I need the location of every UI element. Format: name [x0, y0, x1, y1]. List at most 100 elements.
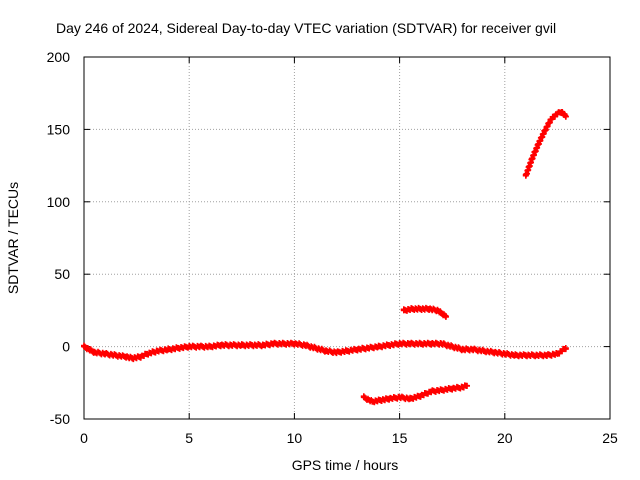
y-tick-label-1: 0	[62, 339, 70, 355]
data-point-0-45	[543, 352, 550, 359]
x-tick-label-1: 5	[185, 430, 193, 446]
y-tick-label-3: 100	[47, 194, 71, 210]
grid-lines	[84, 57, 610, 419]
series-markers-1	[400, 304, 449, 320]
x-tick-label-4: 20	[497, 430, 513, 446]
axes: 0 5 10 15 20 25 -50 0 50 100 150 200	[47, 49, 618, 446]
data-point-2-3	[386, 395, 393, 402]
data-point-0-42	[512, 352, 519, 359]
data-point-3-3	[541, 127, 548, 134]
data-point-1-2	[417, 305, 424, 312]
data-point-0-9	[165, 346, 172, 353]
data-point-0-40	[491, 349, 498, 356]
series-segment-lower	[360, 382, 470, 406]
data-point-2-5	[407, 395, 414, 402]
data-point-2-7	[428, 388, 435, 395]
data-point-0-38	[470, 346, 477, 353]
series-markers-2	[360, 382, 470, 406]
data-point-0-27	[354, 346, 361, 353]
data-point-1-3	[426, 305, 433, 312]
data-point-0-21	[291, 340, 298, 347]
data-point-3-5	[554, 110, 561, 117]
data-point-0-22	[301, 342, 308, 349]
x-tick-label-0: 0	[80, 430, 88, 446]
data-point-0-24	[322, 347, 329, 354]
data-point-0-29	[375, 343, 382, 350]
data-point-0-46	[554, 350, 561, 357]
data-point-0-7	[144, 350, 151, 357]
data-point-1-0	[400, 307, 407, 314]
data-point-0-33	[417, 340, 424, 347]
chart-title: Day 246 of 2024, Sidereal Day-to-day VTE…	[56, 20, 556, 36]
data-point-3-2	[535, 140, 542, 147]
data-point-3-1	[529, 155, 536, 162]
data-point-0-5	[129, 355, 136, 362]
series-main	[81, 339, 569, 363]
data-point-0-13	[207, 343, 214, 350]
data-point-0-12	[196, 343, 203, 350]
data-point-3-7	[562, 113, 569, 120]
data-point-0-2	[102, 350, 109, 357]
y-tick-label-0: -50	[50, 411, 70, 427]
data-point-3-0	[522, 172, 529, 179]
data-point-0-4	[123, 353, 130, 360]
data-point-0-15	[228, 342, 235, 349]
data-point-0-23	[312, 345, 319, 352]
data-point-2-8	[438, 387, 445, 394]
data-point-0-26	[344, 347, 350, 354]
y-tick-label-5: 200	[47, 49, 71, 65]
data-point-0-17	[249, 342, 256, 349]
data-point-0-30	[386, 342, 393, 349]
data-point-0-25	[333, 349, 340, 356]
data-point-0-28	[365, 345, 372, 352]
data-point-0-0	[81, 343, 87, 350]
data-point-1-5	[442, 313, 449, 320]
data-points	[81, 109, 569, 406]
data-point-1-4	[434, 307, 441, 314]
data-point-0-47	[562, 345, 569, 352]
data-point-0-1	[91, 349, 98, 356]
data-point-3-6	[558, 109, 565, 116]
data-point-2-11	[463, 382, 470, 389]
data-point-2-4	[396, 394, 403, 401]
data-point-0-43	[522, 352, 529, 359]
data-point-0-37	[459, 346, 466, 353]
data-point-0-18	[259, 342, 266, 349]
series-segment-rising	[522, 109, 569, 179]
data-point-3-4	[548, 116, 555, 123]
y-tick-label-2: 50	[54, 266, 70, 282]
y-axis-title: SDTVAR / TECUs	[5, 182, 21, 294]
data-point-1-1	[409, 305, 416, 312]
data-point-0-20	[280, 340, 287, 347]
data-point-0-16	[238, 342, 245, 349]
data-point-0-32	[407, 340, 414, 347]
data-point-0-8	[154, 347, 161, 354]
data-point-0-41	[501, 350, 508, 357]
data-point-0-6	[137, 353, 144, 360]
data-point-0-19	[270, 340, 277, 347]
data-point-0-44	[533, 352, 540, 359]
x-tick-label-5: 25	[602, 430, 618, 446]
data-point-0-35	[438, 340, 445, 347]
series-segment-upper-mid	[400, 304, 449, 320]
plot-frame	[83, 56, 611, 420]
data-point-0-36	[449, 343, 456, 350]
data-point-0-39	[480, 347, 487, 354]
data-point-2-1	[369, 398, 376, 405]
x-axis-title: GPS time / hours	[292, 457, 399, 473]
x-tick-label-3: 15	[392, 430, 408, 446]
data-point-0-3	[112, 352, 119, 359]
x-tick-label-2: 10	[287, 430, 303, 446]
data-point-2-9	[449, 385, 456, 392]
data-point-0-34	[428, 340, 435, 347]
data-point-0-31	[396, 340, 403, 347]
y-tick-label-4: 150	[47, 121, 71, 137]
data-point-0-10	[175, 345, 182, 352]
data-point-2-0	[360, 394, 367, 401]
data-point-2-6	[417, 392, 424, 399]
data-point-0-14	[217, 342, 224, 349]
data-point-2-2	[377, 397, 384, 404]
data-point-2-10	[459, 384, 466, 391]
data-point-0-11	[186, 343, 193, 350]
